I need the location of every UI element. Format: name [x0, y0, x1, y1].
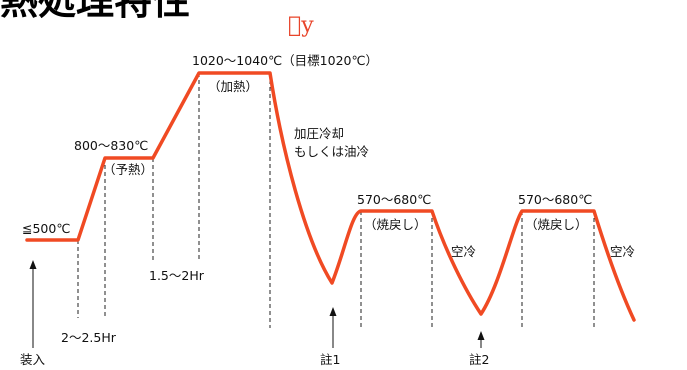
preheat-temp-label: 800～830℃ — [74, 138, 148, 153]
temperature-curve — [25, 71, 636, 322]
air-cool-label-1: 空冷 — [451, 244, 476, 259]
quench-label-line1: 加圧冷却 — [294, 126, 344, 141]
heating-label: （加熱） — [208, 79, 258, 94]
charge-label: 装入 — [20, 352, 46, 367]
heating-time-label: 1.5～2Hr — [149, 268, 205, 283]
heating-temp-label: 1020～1040℃（目標1020℃） — [192, 53, 378, 68]
note1-label: 註1 — [320, 352, 340, 367]
title-mark:  y — [288, 13, 314, 38]
temper2-label: （焼戻し） — [525, 217, 588, 232]
temper1-label: （焼戻し） — [364, 217, 427, 232]
note1-arrow-icon — [329, 307, 337, 316]
preheat-time-label: 2～2.5Hr — [61, 330, 117, 345]
charge-temp-label: ≦500℃ — [22, 221, 70, 236]
preheat-label: （予熱） — [103, 162, 153, 177]
temper2-temp-label: 570～680℃ — [518, 192, 592, 207]
temper1-temp-label: 570～680℃ — [357, 192, 431, 207]
note2-arrow-icon — [477, 331, 485, 340]
diagram-title: 熱処理特性 — [0, 0, 190, 23]
quench-label-line2: もしくは油冷 — [294, 144, 369, 159]
note2-label: 註2 — [469, 352, 489, 367]
air-cool-label-2: 空冷 — [610, 244, 635, 259]
charge-arrow-icon — [29, 260, 37, 269]
